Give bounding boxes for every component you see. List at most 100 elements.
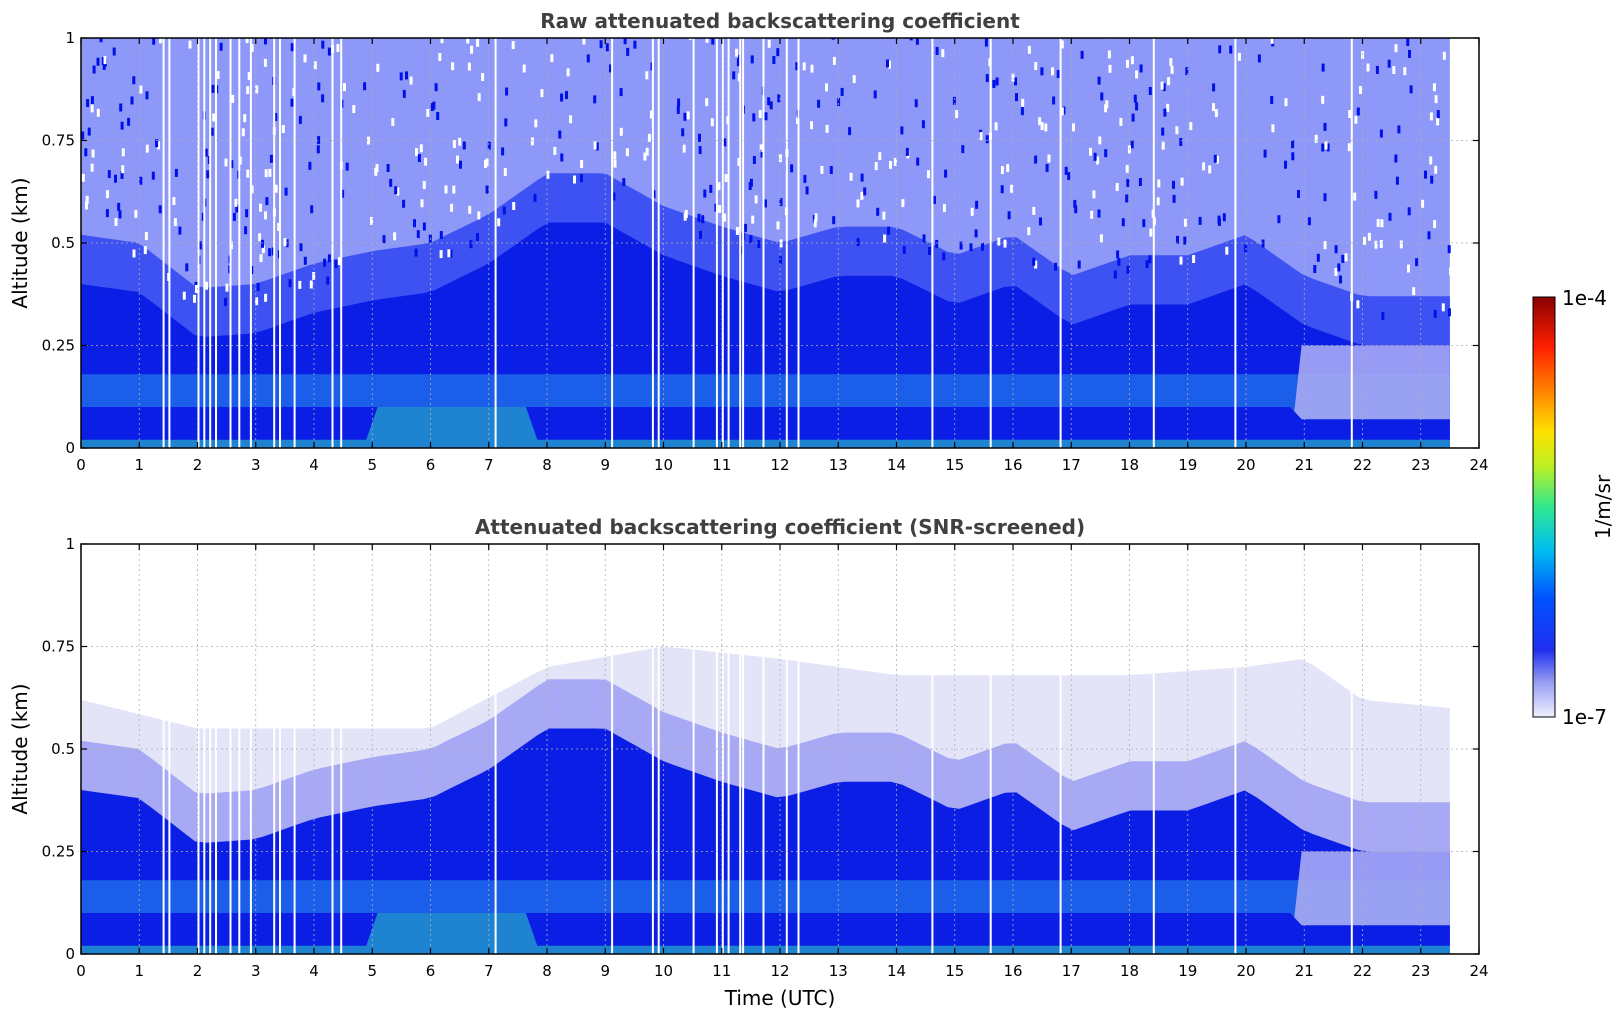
noise-speck — [985, 74, 989, 83]
noise-speck — [241, 128, 245, 137]
noise-speck — [914, 99, 918, 108]
noise-speck — [1347, 143, 1351, 152]
noise-speck — [886, 59, 889, 68]
noise-speck — [1172, 180, 1175, 189]
noise-speck — [1217, 215, 1221, 224]
noise-speck — [261, 239, 264, 248]
noise-speck — [1231, 17, 1234, 25]
noise-speck — [860, 191, 864, 200]
noise-speck — [432, 101, 436, 110]
noise-speck — [1321, 95, 1325, 104]
noise-speck — [979, 132, 983, 141]
data-gap — [1234, 544, 1237, 954]
noise-speck — [413, 219, 416, 228]
noise-speck — [1080, 50, 1084, 59]
noise-speck — [540, 89, 544, 98]
data-gap — [989, 544, 992, 954]
noise-speck — [605, 43, 609, 52]
noise-speck — [534, 119, 538, 128]
noise-speck — [705, 38, 709, 43]
noise-speck — [1052, 96, 1056, 105]
noise-speck — [1074, 205, 1078, 214]
noise-speck — [466, 38, 470, 44]
noise-speck — [1394, 44, 1398, 53]
noise-speck — [832, 56, 836, 65]
noise-speck — [1409, 85, 1413, 94]
noise-speck — [579, 174, 583, 183]
noise-speck — [1270, 38, 1274, 44]
noise-speck — [477, 93, 481, 102]
noise-speck — [232, 212, 236, 221]
noise-speck — [927, 170, 930, 179]
noise-speck — [652, 190, 656, 199]
noise-speck — [647, 133, 651, 142]
noise-speck — [139, 176, 143, 185]
noise-speck — [145, 144, 149, 153]
noise-speck — [1142, 14, 1145, 22]
noise-speck — [840, 87, 844, 96]
noise-speck — [1054, 9, 1057, 17]
chart-title: Raw attenuated backscattering coefficien… — [540, 9, 1020, 33]
noise-speck — [1038, 117, 1042, 126]
noise-speck — [299, 243, 303, 252]
noise-speck — [216, 71, 220, 79]
noise-speck — [1131, 113, 1135, 122]
noise-speck — [772, 56, 776, 64]
noise-speck — [677, 98, 681, 107]
noise-speck — [405, 71, 408, 80]
x-tick-label: 20 — [1236, 456, 1255, 474]
noise-speck — [767, 97, 771, 106]
x-tick-label: 1 — [134, 456, 144, 474]
noise-speck — [883, 234, 887, 243]
noise-speck — [1183, 236, 1187, 245]
noise-speck — [439, 231, 443, 239]
noise-speck — [710, 118, 714, 127]
noise-speck — [1263, 149, 1267, 158]
noise-speck — [1261, 239, 1265, 248]
noise-speck — [343, 83, 346, 92]
data-gap — [229, 38, 232, 448]
noise-speck — [1297, 190, 1300, 198]
noise-speck — [321, 94, 325, 103]
noise-speck — [1353, 192, 1357, 201]
y-tick-label: 0.75 — [42, 638, 75, 656]
noise-speck — [825, 124, 829, 133]
x-tick-label: 5 — [367, 962, 377, 980]
noise-speck — [117, 202, 121, 211]
noise-speck — [434, 83, 438, 92]
noise-speck — [593, 141, 597, 150]
noise-speck — [363, 10, 366, 18]
noise-speck — [130, 96, 134, 105]
x-tick-label: 4 — [309, 456, 319, 474]
noise-speck — [263, 58, 267, 67]
noise-speck — [468, 205, 472, 214]
data-gap — [168, 544, 171, 954]
noise-speck — [825, 83, 828, 92]
noise-speck — [121, 165, 125, 174]
noise-speck — [613, 151, 617, 160]
noise-speck — [1126, 178, 1130, 187]
noise-speck — [1208, 165, 1212, 174]
noise-speck — [1126, 59, 1129, 68]
noise-speck — [1324, 141, 1328, 150]
noise-speck — [1436, 110, 1440, 119]
noise-speck — [477, 211, 481, 220]
noise-speck — [810, 64, 814, 73]
noise-speck — [952, 96, 956, 105]
noise-speck — [1003, 239, 1007, 248]
noise-speck — [206, 170, 210, 179]
noise-speck — [553, 146, 557, 155]
colorbar-unit-label: 1/m/sr — [1591, 474, 1615, 539]
noise-speck — [444, 185, 448, 194]
noise-speck — [810, 121, 813, 130]
noise-speck — [1034, 62, 1038, 70]
noise-speck — [889, 160, 892, 169]
data-gap — [1152, 38, 1155, 448]
noise-speck — [1367, 232, 1371, 241]
noise-speck — [1148, 87, 1152, 95]
data-gap — [727, 38, 730, 448]
noise-speck — [456, 155, 459, 164]
noise-speck — [317, 136, 321, 145]
noise-speck — [261, 245, 265, 254]
noise-speck — [170, 28, 173, 36]
